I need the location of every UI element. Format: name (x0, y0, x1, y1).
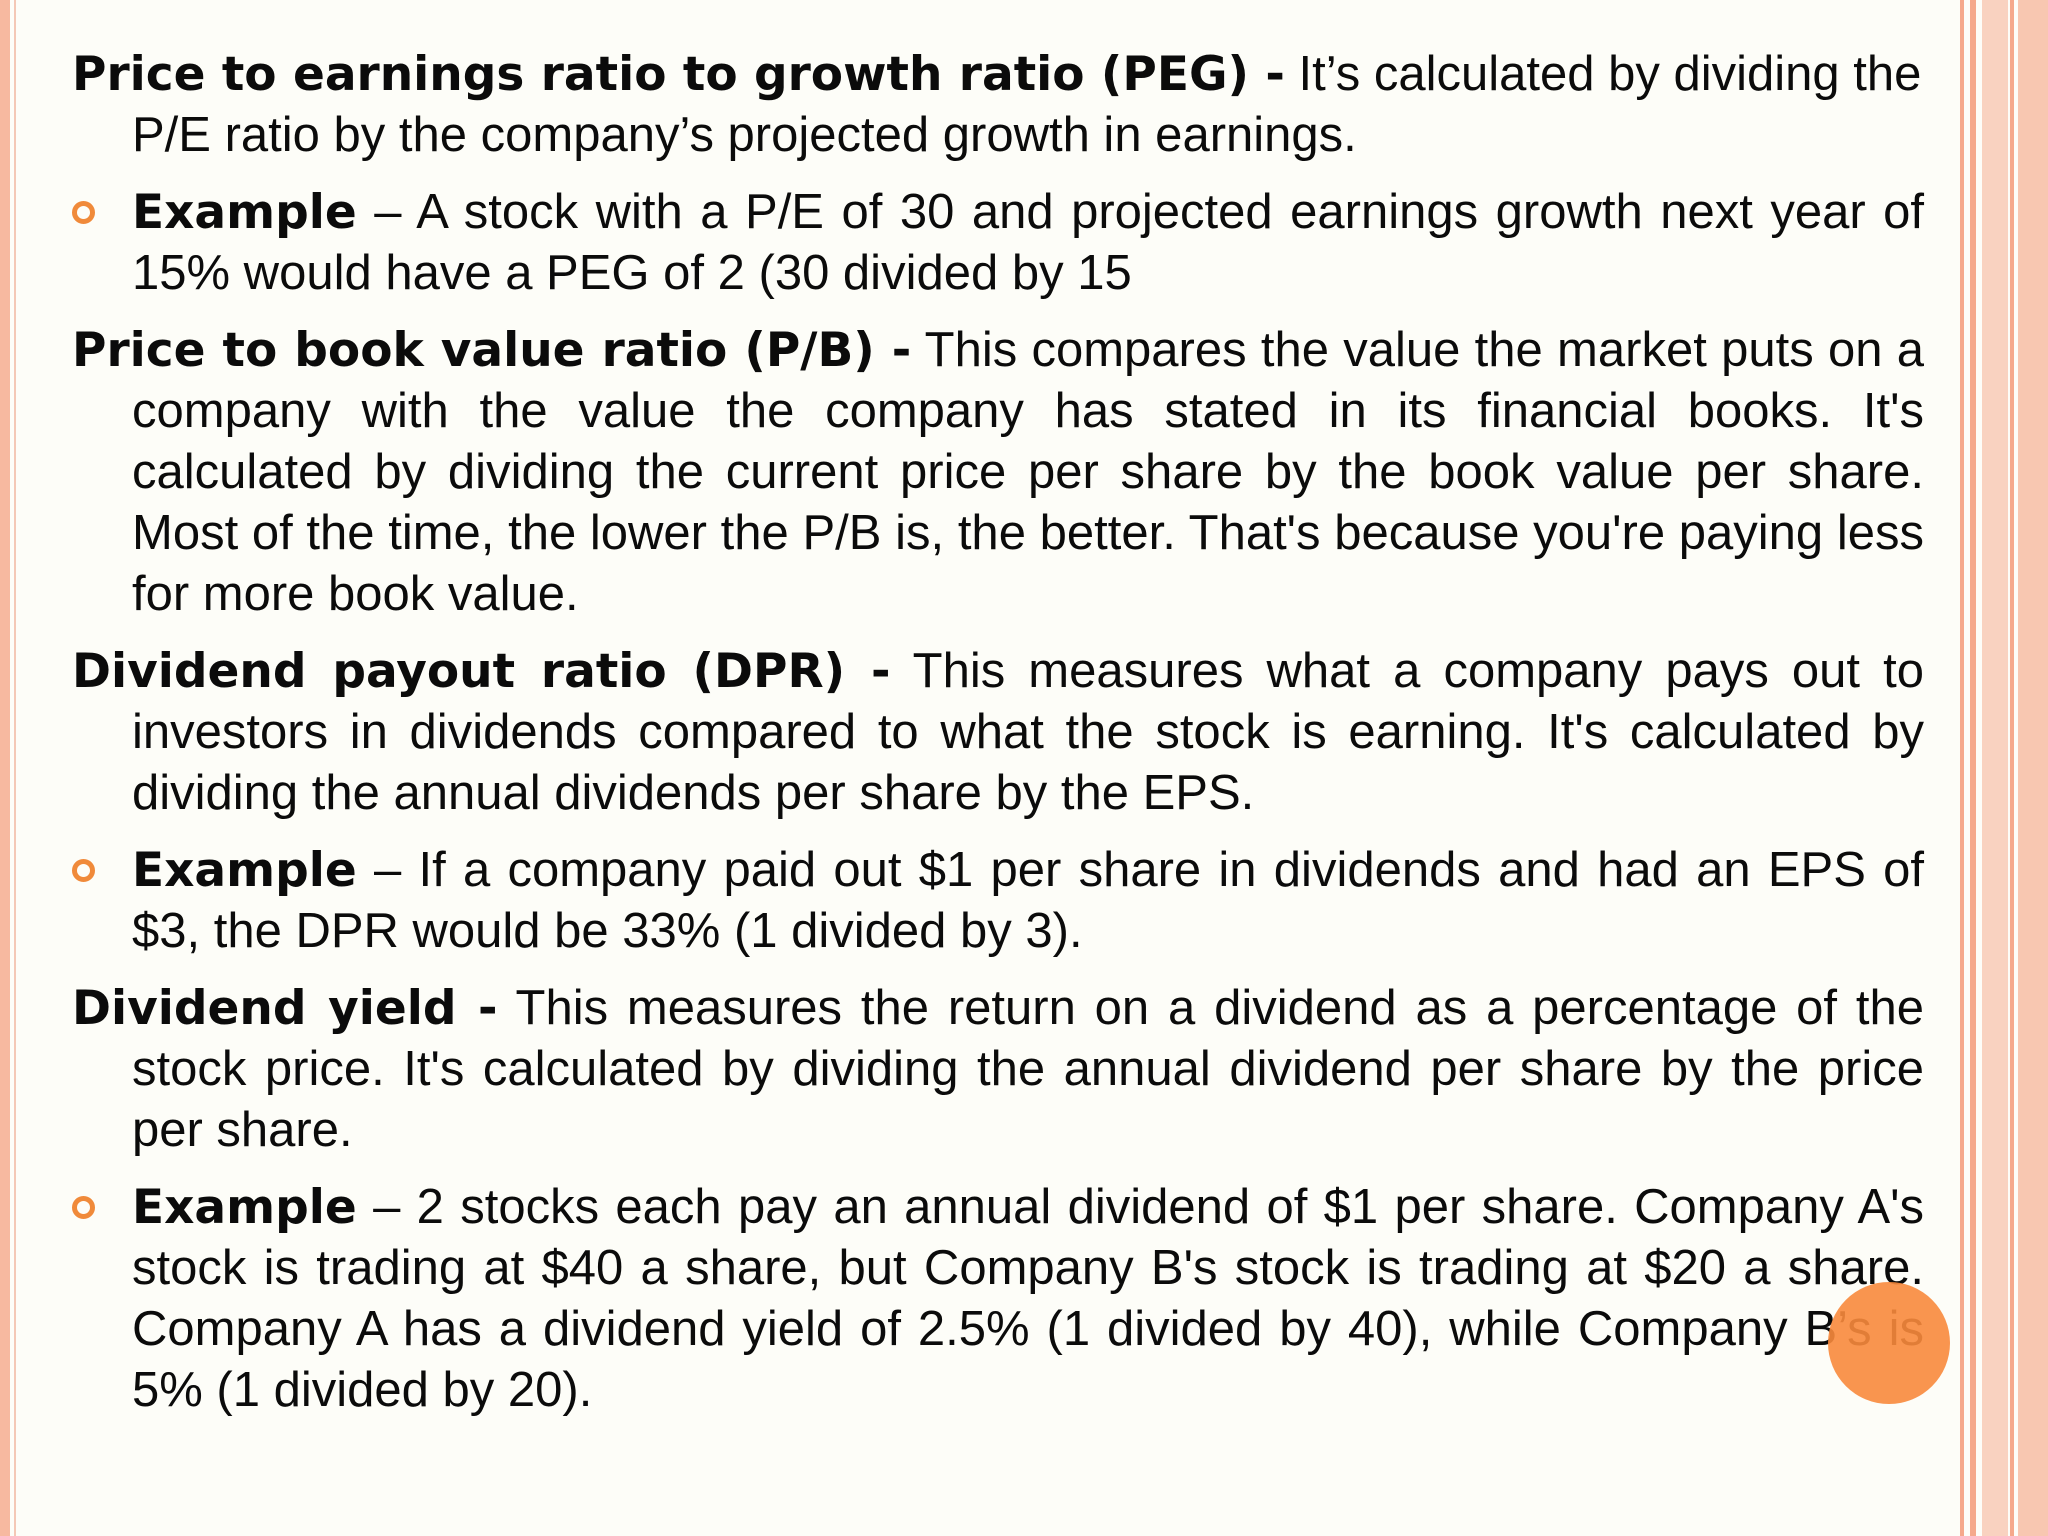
example-peg: Example – A stock with a P/E of 30 and p… (72, 182, 1924, 304)
definition-text: This compares the value the market puts … (132, 323, 1924, 621)
laser-pointer-dot (1828, 1282, 1950, 1404)
example-label: Example (132, 185, 357, 240)
term-peg: Price to earnings ratio to growth ratio … (72, 47, 1285, 102)
example-label: Example (132, 843, 357, 898)
definition-peg: Price to earnings ratio to growth ratio … (72, 44, 1924, 166)
definition-text: It’s calculated by dividing the P/E rati… (132, 47, 1922, 162)
example-label: Example (132, 1180, 357, 1235)
definition-text: This measures the return on a dividend a… (132, 981, 1924, 1157)
left-border-line (14, 0, 16, 1536)
right-border-stripe (1970, 0, 1976, 1536)
term-dpr: Dividend payout ratio (DPR) - (72, 644, 891, 699)
right-border-stripe (1960, 0, 1964, 1536)
definition-dividend-yield: Dividend yield - This measures the retur… (72, 978, 1924, 1161)
example-text: – 2 stocks each pay an annual dividend o… (132, 1180, 1924, 1417)
example-dividend-yield: Example – 2 stocks each pay an annual di… (72, 1177, 1924, 1421)
definition-dpr: Dividend payout ratio (DPR) - This measu… (72, 641, 1924, 824)
example-dpr: Example – If a company paid out $1 per s… (72, 840, 1924, 962)
term-dividend-yield: Dividend yield - (72, 981, 498, 1036)
ring-bullet-icon (72, 859, 95, 882)
example-text: – A stock with a P/E of 30 and projected… (132, 185, 1924, 300)
definition-pb: Price to book value ratio (P/B) - This c… (72, 320, 1924, 625)
example-text: – If a company paid out $1 per share in … (132, 843, 1924, 958)
slide-content: Price to earnings ratio to growth ratio … (72, 44, 1924, 1437)
right-border-stripe (2010, 0, 2014, 1536)
ring-bullet-icon (72, 1196, 95, 1219)
right-border-band (1982, 0, 2008, 1536)
definition-text: This measures what a company pays out to… (132, 644, 1924, 820)
left-border-stripe (0, 0, 10, 1536)
term-pb: Price to book value ratio (P/B) - (72, 323, 912, 378)
right-border-band (2018, 0, 2048, 1536)
ring-bullet-icon (72, 201, 95, 224)
